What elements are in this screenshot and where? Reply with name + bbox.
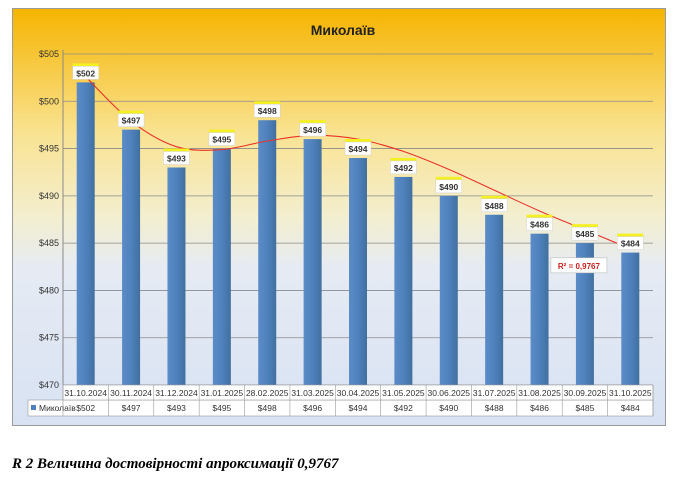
x-category-label: 30.04.2025 <box>337 388 380 398</box>
chart-background <box>12 8 666 426</box>
data-label-box <box>344 141 372 156</box>
r-squared-box <box>550 257 608 274</box>
data-table-value: $490 <box>439 403 458 413</box>
bar <box>621 252 640 385</box>
x-category-label: 31.12.2024 <box>155 388 198 398</box>
data-table-value: $486 <box>530 403 549 413</box>
bar <box>439 195 458 385</box>
bar <box>212 148 231 385</box>
data-label: $486 <box>530 220 549 230</box>
r-squared-label: R² = 0,9767 <box>558 262 601 271</box>
data-label: $488 <box>485 201 504 211</box>
bar <box>349 158 367 385</box>
data-label-box <box>117 113 145 127</box>
y-tick-label: $490 <box>39 191 59 201</box>
bar <box>167 167 186 385</box>
data-label-box <box>617 236 644 250</box>
bar <box>485 214 504 385</box>
data-table-value: $485 <box>575 403 594 413</box>
x-category-label: 31.10.2024 <box>64 388 107 398</box>
data-label: $490 <box>439 182 458 192</box>
y-tick-label: $505 <box>39 49 59 59</box>
data-label: $496 <box>303 125 322 135</box>
data-label: $497 <box>122 116 141 126</box>
data-label-box <box>526 217 553 231</box>
data-label-box <box>390 160 417 175</box>
data-table-value: $488 <box>485 403 504 413</box>
data-table-value: $497 <box>122 403 141 413</box>
data-label: $492 <box>394 163 413 173</box>
y-tick-label: $500 <box>39 96 59 106</box>
chart: Миколаїв $470 $475 $480 $485 $490 $495 $500 $50… <box>12 8 666 426</box>
x-category-label: 30.11.2024 <box>110 388 152 398</box>
data-label-box <box>435 179 463 194</box>
x-category-label: 30.09.2025 <box>564 388 607 398</box>
legend-swatch <box>31 405 36 410</box>
bar <box>575 243 594 385</box>
bar <box>258 120 277 385</box>
data-table-value: $495 <box>212 403 231 413</box>
x-category-label: 31.07.2025 <box>473 388 516 398</box>
y-tick-label: $475 <box>39 333 59 343</box>
data-label-box <box>253 103 281 118</box>
data-label: $484 <box>621 239 640 249</box>
chart-frame: Миколаїв $470 $475 $480 $485 $490 $495 $500 $50… <box>12 8 666 426</box>
data-table-value: $502 <box>76 403 95 413</box>
bar <box>76 82 95 385</box>
x-category-label: 31.08.2025 <box>518 388 561 398</box>
data-label-box <box>480 198 508 213</box>
data-label: $494 <box>349 144 368 154</box>
data-label-box <box>208 132 236 146</box>
data-label-box <box>72 66 99 80</box>
data-table-value: $498 <box>258 403 277 413</box>
x-category-label: 31.05.2025 <box>382 388 425 398</box>
data-label: $485 <box>575 229 594 239</box>
data-labels: $502 $497 $493 $495 $498 $496 $494 $492 $490 $488… <box>72 63 644 250</box>
bar <box>122 129 141 385</box>
y-tick-label: $495 <box>39 144 59 154</box>
legend-series-name: Миколаїв <box>39 403 76 413</box>
y-tick-label: $470 <box>39 380 59 390</box>
data-table: Миколаїв 31.10.2024 $502 30.11.2024 $497 31.1… <box>27 384 654 417</box>
y-tick-label: $480 <box>39 285 59 295</box>
x-category-label: 31.01.2025 <box>201 388 244 398</box>
data-label-box <box>299 122 326 137</box>
data-table-value: $484 <box>621 403 640 413</box>
data-table-value: $494 <box>349 403 368 413</box>
x-category-label: 30.06.2025 <box>427 388 470 398</box>
chart-title: Миколаїв <box>311 22 376 38</box>
x-category-label: 31.03.2025 <box>291 388 334 398</box>
data-label-box <box>163 151 190 165</box>
data-label: $495 <box>212 135 231 145</box>
data-label: $502 <box>76 68 95 78</box>
y-tick-label: $485 <box>39 238 59 248</box>
bar <box>530 233 549 385</box>
data-label-box <box>571 226 599 241</box>
data-table-value: $492 <box>394 403 413 413</box>
x-category-label: 28.02.2025 <box>246 388 289 398</box>
bar <box>303 139 322 385</box>
data-table-value: $493 <box>167 403 186 413</box>
x-category-label: 31.10.2025 <box>609 388 652 398</box>
data-table-value: $496 <box>303 403 322 413</box>
data-label: $498 <box>258 106 277 116</box>
bars <box>76 82 640 385</box>
data-label: $493 <box>167 153 186 163</box>
figure-caption: R 2 Величина достовірності апроксимації … <box>12 456 339 472</box>
bar <box>394 176 413 385</box>
